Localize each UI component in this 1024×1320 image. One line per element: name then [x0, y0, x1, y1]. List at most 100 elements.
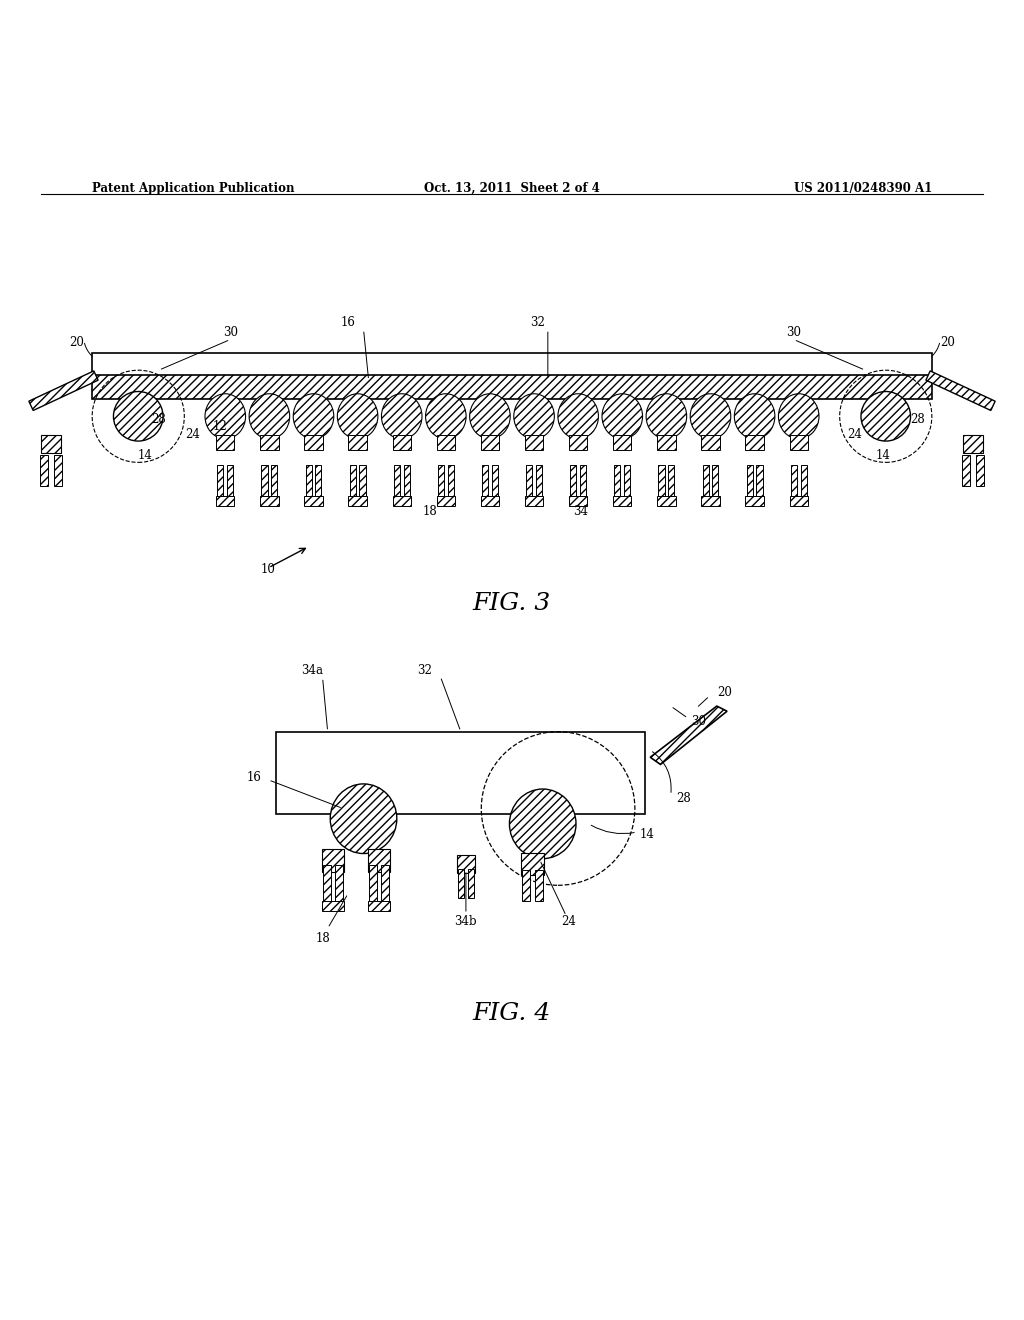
Bar: [745, 496, 764, 507]
Bar: [359, 466, 366, 496]
Text: 18: 18: [423, 506, 437, 517]
Bar: [570, 466, 577, 496]
Ellipse shape: [426, 393, 466, 438]
Text: Oct. 13, 2011  Sheet 2 of 4: Oct. 13, 2011 Sheet 2 of 4: [424, 182, 600, 195]
Bar: [457, 854, 475, 873]
Bar: [322, 850, 344, 873]
Bar: [436, 496, 455, 507]
Bar: [468, 869, 474, 898]
Bar: [658, 466, 665, 496]
Bar: [791, 466, 797, 496]
Bar: [521, 853, 544, 875]
Bar: [757, 466, 763, 496]
Bar: [261, 466, 267, 496]
Ellipse shape: [337, 393, 378, 438]
Bar: [613, 496, 632, 507]
Ellipse shape: [690, 393, 731, 438]
Text: FIG. 3: FIG. 3: [473, 593, 551, 615]
Bar: [746, 466, 753, 496]
Bar: [323, 865, 331, 900]
Text: 20: 20: [717, 686, 732, 700]
Bar: [271, 466, 278, 496]
Bar: [713, 466, 719, 496]
Text: 30: 30: [691, 715, 707, 727]
Ellipse shape: [470, 393, 510, 438]
Text: 34b: 34b: [455, 915, 477, 928]
Bar: [976, 455, 984, 486]
Bar: [790, 434, 808, 450]
Bar: [227, 466, 233, 496]
Bar: [535, 870, 543, 900]
Bar: [701, 434, 720, 450]
Text: 12: 12: [213, 420, 227, 433]
Bar: [381, 865, 389, 900]
Bar: [963, 434, 983, 453]
Ellipse shape: [382, 393, 422, 438]
Bar: [436, 434, 455, 450]
Bar: [216, 496, 234, 507]
Text: 34: 34: [573, 506, 588, 517]
Text: 14: 14: [138, 449, 153, 462]
Bar: [394, 466, 400, 496]
Bar: [304, 496, 323, 507]
Ellipse shape: [861, 392, 910, 441]
Bar: [368, 850, 390, 873]
Bar: [403, 466, 410, 496]
Ellipse shape: [602, 393, 642, 438]
Bar: [701, 496, 720, 507]
Text: 14: 14: [640, 828, 655, 841]
Bar: [322, 900, 344, 911]
Bar: [536, 466, 542, 496]
Bar: [392, 496, 411, 507]
Text: 24: 24: [561, 915, 575, 928]
Polygon shape: [29, 371, 98, 411]
Text: 24: 24: [848, 428, 862, 441]
Bar: [522, 870, 530, 900]
Bar: [305, 466, 311, 496]
Bar: [458, 869, 464, 898]
Bar: [92, 352, 932, 379]
Text: FIG. 4: FIG. 4: [473, 1002, 551, 1024]
Bar: [525, 434, 544, 450]
Bar: [657, 496, 676, 507]
Text: 28: 28: [152, 413, 166, 426]
Bar: [217, 466, 223, 496]
Bar: [657, 434, 676, 450]
Bar: [349, 466, 355, 496]
Text: 28: 28: [676, 792, 690, 805]
Text: 18: 18: [315, 932, 330, 945]
Bar: [304, 434, 323, 450]
Text: 14: 14: [876, 449, 890, 462]
Bar: [368, 900, 390, 911]
Bar: [438, 466, 444, 496]
Ellipse shape: [558, 393, 598, 438]
Text: 30: 30: [786, 326, 801, 339]
Bar: [790, 496, 808, 507]
Text: 10: 10: [261, 564, 275, 577]
Ellipse shape: [646, 393, 687, 438]
Bar: [335, 865, 343, 900]
Bar: [962, 455, 970, 486]
Bar: [569, 496, 588, 507]
Bar: [260, 496, 279, 507]
Bar: [392, 434, 411, 450]
Text: 32: 32: [530, 315, 545, 329]
Text: 20: 20: [940, 337, 955, 348]
Polygon shape: [926, 371, 995, 411]
Bar: [315, 466, 322, 496]
Text: 16: 16: [246, 771, 261, 784]
Polygon shape: [650, 706, 727, 764]
Ellipse shape: [205, 393, 246, 438]
Bar: [569, 434, 588, 450]
Bar: [669, 466, 675, 496]
Bar: [614, 466, 621, 496]
Text: 24: 24: [185, 428, 200, 441]
Bar: [276, 731, 645, 813]
Bar: [526, 466, 532, 496]
Text: 30: 30: [223, 326, 238, 339]
Text: 20: 20: [69, 337, 84, 348]
Bar: [482, 466, 488, 496]
Bar: [745, 434, 764, 450]
Bar: [801, 466, 807, 496]
Text: US 2011/0248390 A1: US 2011/0248390 A1: [794, 182, 932, 195]
